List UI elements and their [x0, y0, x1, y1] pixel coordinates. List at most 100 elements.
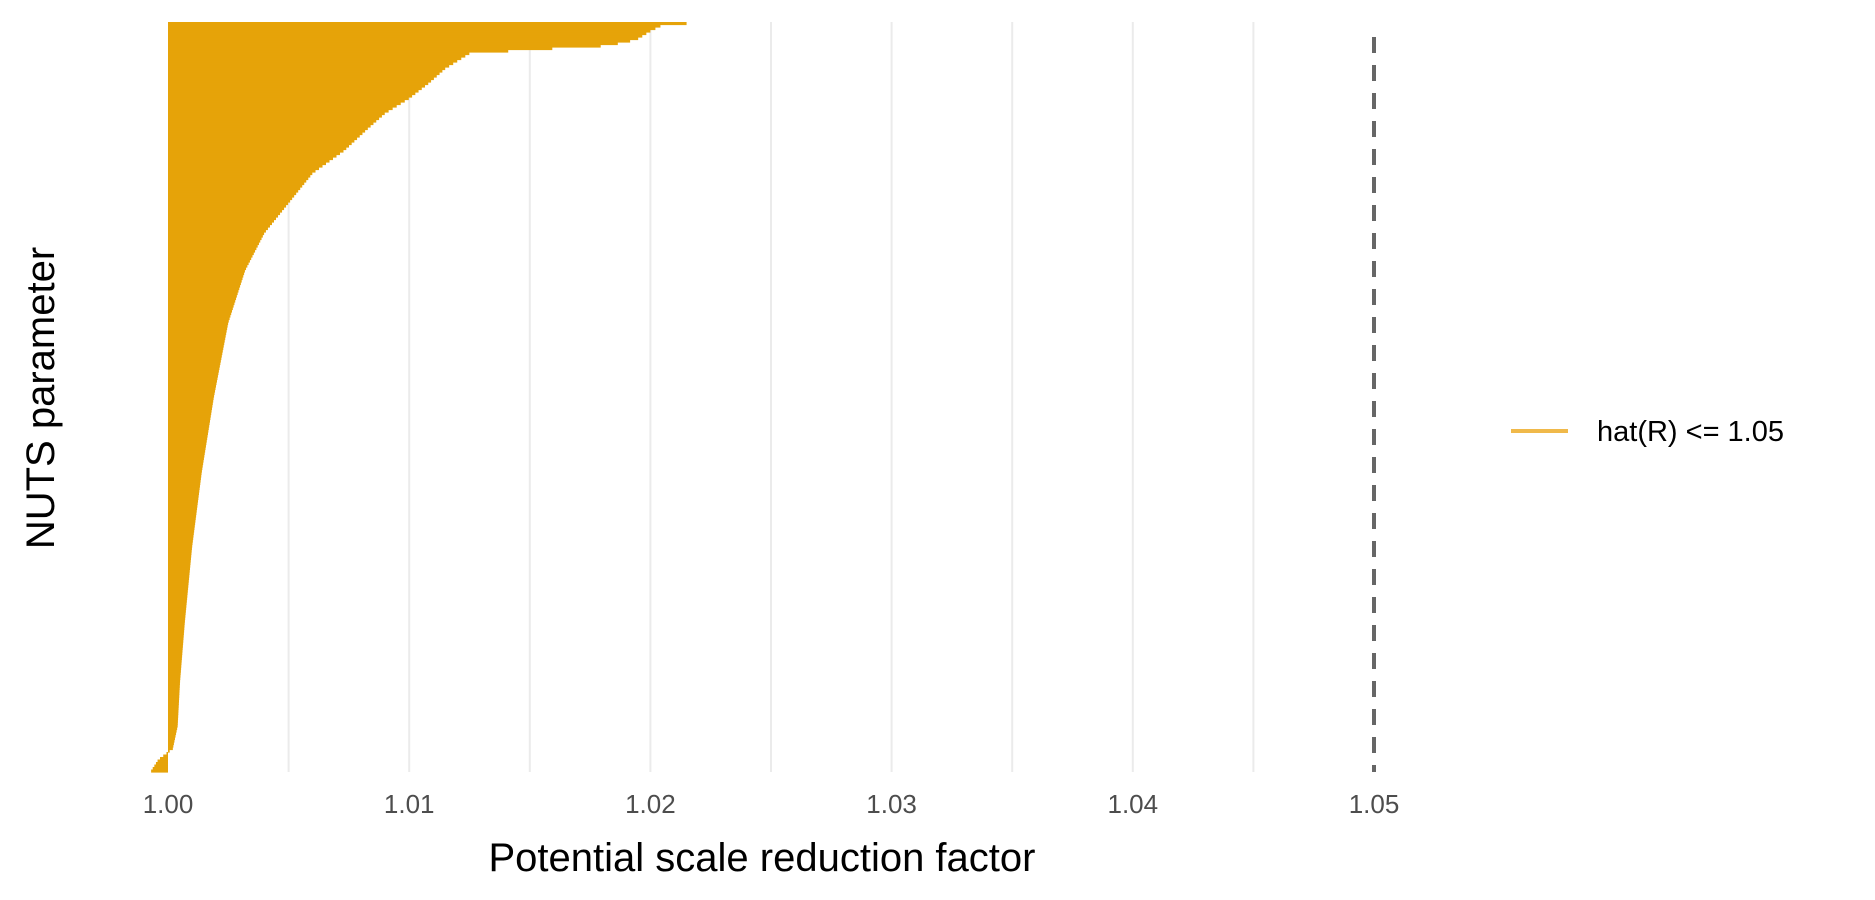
rhat-bar	[168, 584, 189, 588]
rhat-bar	[168, 137, 358, 141]
rhat-bar	[168, 609, 186, 613]
rhat-bar	[168, 289, 239, 293]
rhat-bar	[168, 484, 200, 488]
rhat-bar	[168, 444, 206, 448]
rhat-bar	[168, 502, 198, 506]
rhat-bar	[168, 282, 241, 286]
rhat-bar	[168, 27, 656, 31]
rhat-bar	[168, 182, 305, 186]
rhat-bar	[168, 744, 174, 748]
rhat-bar	[168, 184, 303, 188]
rhat-bar	[168, 87, 422, 91]
rhat-bar	[168, 372, 219, 376]
rhat-bar	[168, 162, 327, 166]
rhat-bar	[168, 417, 211, 421]
rhat-bar	[168, 452, 205, 456]
rhat-bar	[168, 504, 198, 508]
rhat-bar	[168, 189, 299, 193]
rhat-bar	[168, 592, 188, 596]
rhat-bar	[168, 332, 227, 336]
rhat-bar	[168, 187, 301, 191]
rhat-bar	[168, 739, 175, 743]
rhat-bar	[168, 369, 219, 373]
rhat-bar	[168, 594, 188, 598]
rhat-bar	[168, 39, 631, 43]
rhat-bar	[168, 257, 252, 261]
rhat-bar	[168, 399, 214, 403]
x-tick-label: 1.04	[1107, 789, 1158, 819]
rhat-bar	[168, 479, 201, 483]
rhat-bar	[168, 42, 618, 46]
rhat-bar	[168, 742, 174, 746]
rhat-bar	[168, 517, 196, 521]
legend-label: hat(R) <= 1.05	[1597, 416, 1784, 448]
rhat-bar	[168, 647, 183, 651]
rhat-bar	[168, 447, 206, 451]
rhat-bar	[168, 284, 241, 288]
rhat-bar	[168, 222, 272, 226]
rhat-bar	[168, 79, 432, 83]
rhat-bar	[168, 542, 193, 546]
rhat-bar	[168, 437, 208, 441]
rhat-bar	[168, 247, 257, 251]
rhat-bar	[168, 354, 222, 358]
rhat-bar	[168, 697, 180, 701]
rhat-bar	[168, 147, 347, 151]
rhat-bar	[168, 207, 285, 211]
rhat-bar	[168, 44, 601, 48]
rhat-bar	[168, 622, 185, 626]
rhat-bar	[168, 57, 462, 61]
rhat-bar	[168, 29, 651, 33]
rhat-bar	[168, 419, 210, 423]
rhat-bar	[168, 429, 209, 433]
rhat-bar	[168, 519, 196, 523]
rhat-bar	[168, 499, 199, 503]
rhat-bar	[168, 204, 287, 208]
rhat-bar	[168, 164, 323, 168]
rhat-bar	[168, 539, 193, 543]
rhat-bar	[168, 312, 232, 316]
rhat-bar	[168, 272, 245, 276]
rhat-bar	[168, 239, 261, 243]
rhat-bar	[168, 687, 180, 691]
rhat-bar	[168, 314, 231, 318]
rhat-bar	[168, 94, 413, 98]
rhat-bar	[168, 457, 204, 461]
rhat-bar	[168, 672, 181, 676]
rhat-bar	[168, 104, 397, 108]
rhat-bar	[168, 169, 316, 173]
rhat-bar	[168, 439, 207, 443]
rhat-bar	[168, 507, 198, 511]
rhat-bar	[163, 754, 168, 758]
rhat-bar	[168, 59, 458, 63]
rhat-bar	[168, 632, 184, 636]
rhat-bar	[168, 349, 223, 353]
rhat-bar	[168, 667, 182, 671]
rhat-bar	[168, 387, 216, 391]
rhat-bar	[168, 474, 202, 478]
rhat-bar	[168, 292, 238, 296]
rhat-bar	[151, 769, 168, 773]
rhat-bar	[168, 477, 201, 481]
rhat-bar	[168, 564, 191, 568]
rhat-bar	[168, 62, 454, 66]
rhat-bar	[168, 674, 181, 678]
rhat-bar	[168, 109, 389, 113]
gridlines	[287, 22, 1255, 772]
rhat-bar	[168, 719, 178, 723]
rhat-bar	[168, 717, 179, 721]
rhat-bar	[168, 277, 243, 281]
rhat-bar	[168, 524, 195, 528]
rhat-bar	[168, 384, 217, 388]
rhat-bar	[168, 722, 178, 726]
rhat-bar	[168, 47, 553, 51]
rhat-bar	[168, 617, 186, 621]
rhat-bar	[168, 714, 179, 718]
rhat-bar	[168, 274, 244, 278]
rhat-bar	[168, 49, 509, 53]
rhat-bar	[168, 552, 192, 556]
rhat-bar	[168, 297, 237, 301]
rhat-bar	[168, 317, 230, 321]
rhat-bar	[168, 732, 177, 736]
